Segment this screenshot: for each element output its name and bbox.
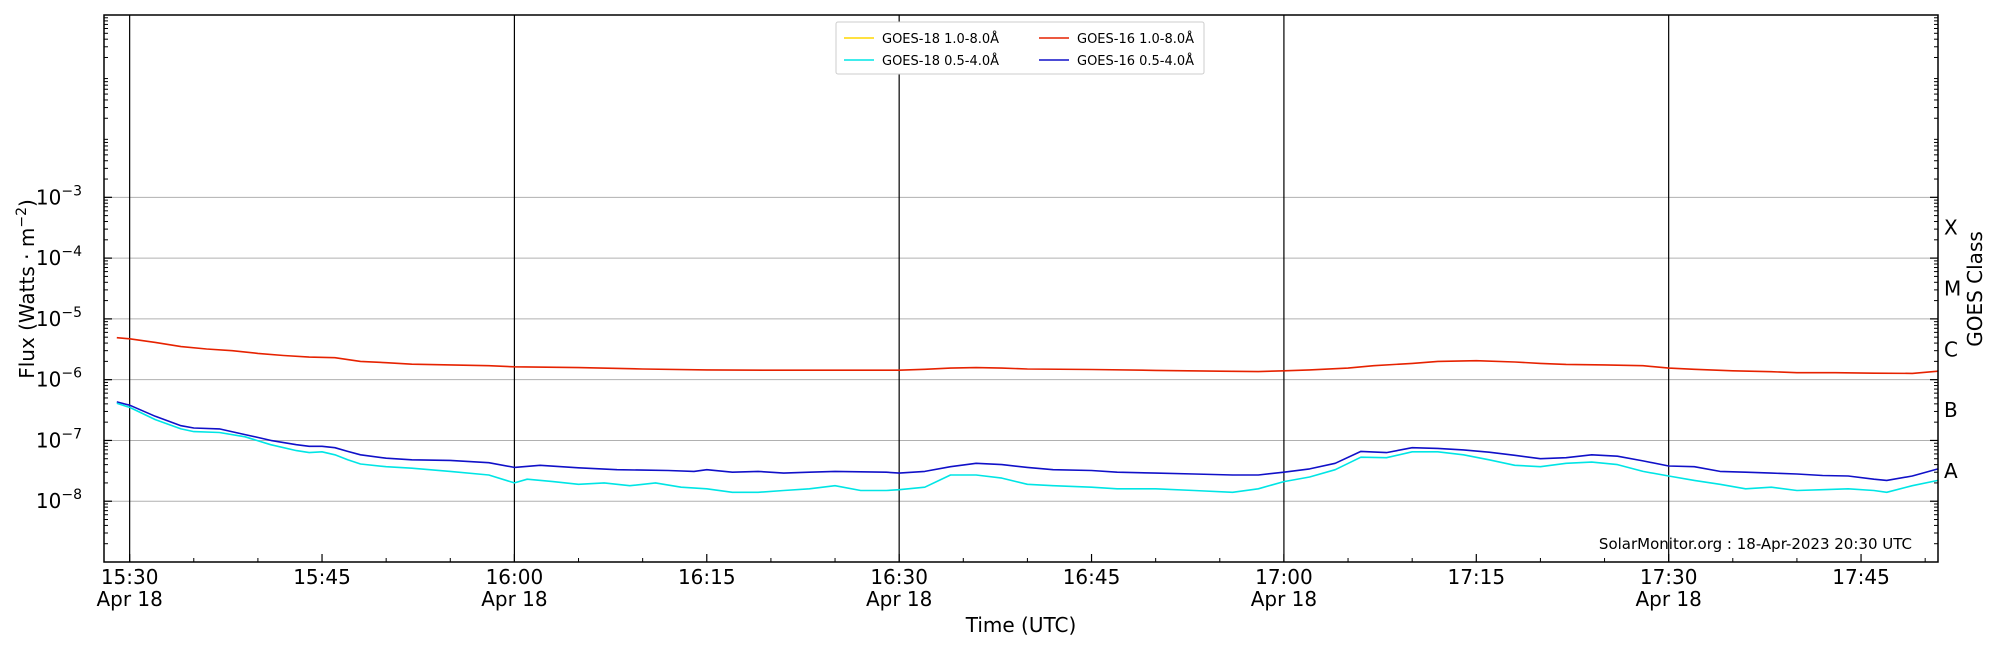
y-tick-exponent-5: −3 (61, 183, 82, 199)
y-tick-base-5: 10 (36, 185, 61, 209)
y-axis-title-main: Flux (Watts · m (15, 228, 39, 379)
flux-series (116, 336, 1939, 494)
goes-class-m: M (1944, 277, 1961, 301)
y-tick-label-0: 10−8 (36, 487, 82, 513)
legend-label-3: GOES-16 0.5-4.0Å (1077, 53, 1194, 69)
x-tick-label-7: 17:15 (1447, 565, 1505, 589)
y-tick-label-2: 10−6 (36, 366, 82, 392)
x-tick-label-9: 17:45 (1832, 565, 1890, 589)
y-tick-base-2: 10 (36, 368, 61, 392)
series-line-1 (116, 401, 1939, 482)
day-boundary-lines (129, 15, 1670, 562)
legend: GOES-18 1.0-8.0Å GOES-18 0.5-4.0Å GOES-16 … (835, 21, 1205, 75)
y-axis-title: Flux (Watts · m−2) (14, 199, 39, 379)
horizontal-gridlines (104, 196, 1938, 502)
x-tick-date-6: Apr 18 (1251, 587, 1317, 611)
legend-label-1: GOES-18 0.5-4.0Å (882, 53, 999, 69)
y-tick-exponent-4: −4 (61, 244, 82, 260)
series-line-0 (116, 336, 1939, 375)
y-tick-base-3: 10 (36, 307, 61, 331)
y-tick-base-0: 10 (36, 489, 61, 513)
x-tick-label-4: 16:30 (870, 565, 928, 589)
y-axis-ticks: 10−810−710−610−510−410−3 (36, 17, 1938, 545)
y-tick-label-1: 10−7 (36, 426, 82, 452)
goes-class-c: C (1944, 337, 1958, 361)
y-tick-base-4: 10 (36, 246, 61, 270)
y-tick-label-5: 10−3 (36, 183, 82, 209)
y-axis-title-exponent: −2 (14, 207, 30, 228)
x-tick-date-0: Apr 18 (96, 587, 162, 611)
x-tick-label-8: 17:30 (1640, 565, 1698, 589)
goes-class-labels: X M C B A (1944, 216, 1961, 483)
goes-class-axis-title: GOES Class (1963, 231, 1987, 347)
y-tick-exponent-3: −5 (61, 305, 82, 321)
y-axis-title-close: ) (15, 199, 39, 207)
goes-class-x: X (1944, 216, 1958, 240)
x-tick-date-2: Apr 18 (481, 587, 547, 611)
y-tick-base-1: 10 (36, 428, 61, 452)
x-tick-label-0: 15:30 (101, 565, 159, 589)
y-tick-exponent-0: −8 (61, 487, 82, 503)
goes-class-b: B (1944, 398, 1958, 422)
x-tick-label-5: 16:45 (1063, 565, 1121, 589)
x-tick-label-6: 17:00 (1255, 565, 1313, 589)
y-tick-exponent-1: −7 (61, 426, 82, 442)
x-tick-date-4: Apr 18 (866, 587, 932, 611)
x-tick-date-8: Apr 18 (1635, 587, 1701, 611)
goes-class-a: A (1944, 459, 1958, 483)
legend-box (835, 21, 1205, 75)
x-axis-title: Time (UTC) (965, 613, 1077, 637)
series-line-2 (116, 402, 1939, 494)
credit-text: SolarMonitor.org : 18-Apr-2023 20:30 UTC (1599, 535, 1912, 553)
y-tick-label-3: 10−5 (36, 305, 82, 331)
plot-frame (103, 14, 1939, 563)
legend-label-0: GOES-18 1.0-8.0Å (882, 31, 999, 47)
y-tick-exponent-2: −6 (61, 366, 82, 382)
x-tick-label-3: 16:15 (678, 565, 736, 589)
legend-label-2: GOES-16 1.0-8.0Å (1077, 31, 1194, 47)
y-tick-label-4: 10−4 (36, 244, 82, 270)
x-tick-label-1: 15:45 (293, 565, 351, 589)
x-tick-label-2: 16:00 (486, 565, 544, 589)
